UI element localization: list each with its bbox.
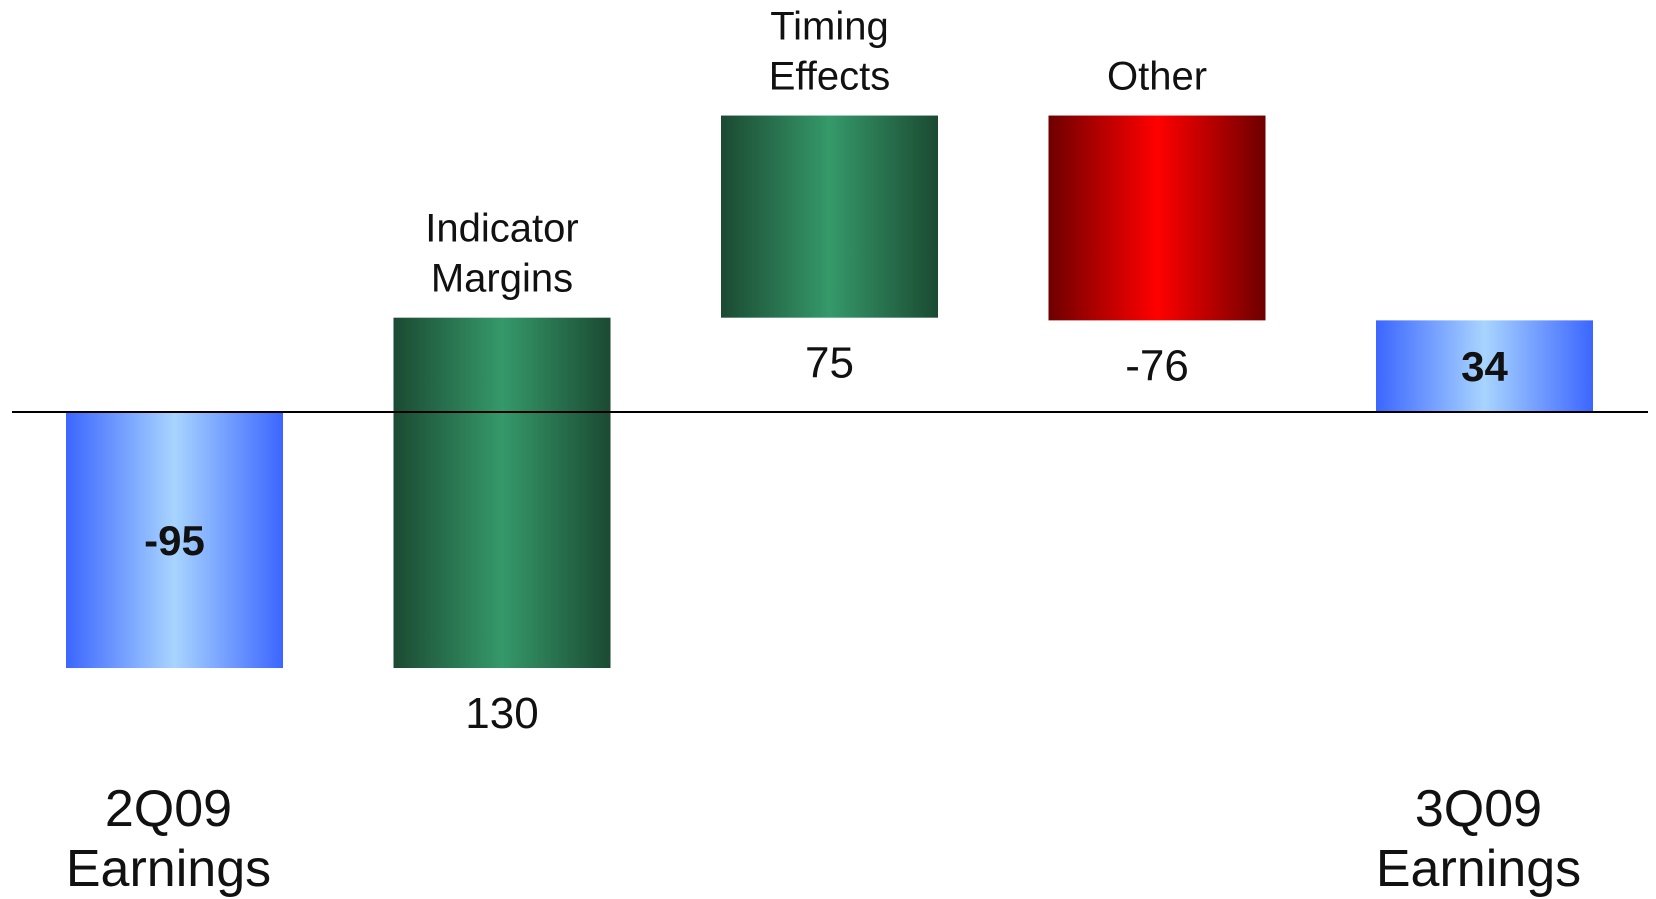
bar-2q09-earnings bbox=[66, 412, 283, 669]
value-label-indicator-margins: 130 bbox=[465, 689, 538, 738]
category-label-2q09-earnings-line2: Earnings bbox=[66, 840, 271, 898]
labels-layer: -952Q09Earnings130IndicatorMargins75Timi… bbox=[66, 5, 1581, 898]
category-label-2q09-earnings-line1: 2Q09 bbox=[105, 780, 232, 838]
value-label-timing-effects: 75 bbox=[805, 339, 854, 388]
category-label-timing-effects-line1: Timing bbox=[770, 5, 889, 49]
category-label-3q09-earnings-line1: 3Q09 bbox=[1415, 780, 1542, 838]
value-label-3q09-earnings: 34 bbox=[1461, 343, 1508, 390]
value-label-2q09-earnings: -95 bbox=[144, 517, 205, 564]
bar-3q09-earnings bbox=[1376, 320, 1593, 412]
category-label-3q09-earnings-line2: Earnings bbox=[1376, 840, 1581, 898]
bar-indicator-margins bbox=[393, 317, 611, 669]
bar-other bbox=[1048, 115, 1266, 321]
value-label-other: -76 bbox=[1125, 341, 1189, 390]
category-label-indicator-margins-line1: Indicator bbox=[425, 207, 578, 251]
bars-layer bbox=[66, 115, 1593, 669]
category-label-other-line1: Other bbox=[1107, 55, 1207, 99]
category-label-indicator-margins-line2: Margins bbox=[431, 257, 573, 301]
category-label-timing-effects-line2: Effects bbox=[769, 55, 891, 99]
bar-timing-effects bbox=[721, 115, 938, 318]
